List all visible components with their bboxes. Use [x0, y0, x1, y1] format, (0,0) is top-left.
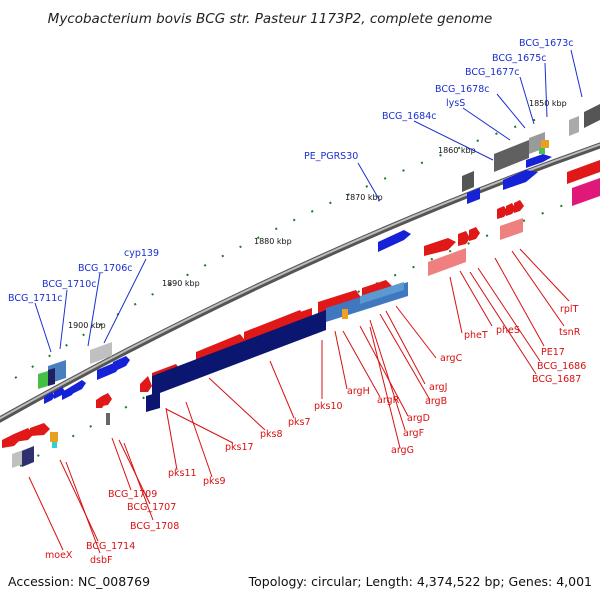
gene-block[interactable] [106, 413, 110, 425]
gene-arrow[interactable] [497, 206, 508, 219]
gene-label-BCG_1687[interactable]: BCG_1687 [532, 374, 581, 385]
gene-arrow[interactable] [506, 203, 516, 216]
gene-label-argH[interactable]: argH [347, 386, 370, 397]
gene-arrow[interactable] [378, 230, 411, 252]
gene-label-BCG_1677c[interactable]: BCG_1677c [465, 67, 520, 78]
gene-label-BCG_1707[interactable]: BCG_1707 [127, 502, 176, 513]
accession-text: Accession: NC_008769 [8, 574, 150, 589]
gene-label-pks10[interactable]: pks10 [314, 401, 343, 412]
ruler-label-1860: 1860 kbp [438, 146, 476, 155]
ruler-label-1900: 1900 kbp [68, 321, 106, 330]
gene-label-moeX[interactable]: moeX [45, 550, 73, 561]
topology-summary: Topology: circular; Length: 4,374,522 bp… [248, 574, 592, 589]
gene-label-BCG_1678c[interactable]: BCG_1678c [435, 84, 490, 95]
gene-arrow[interactable] [458, 231, 470, 246]
gene-label-argC[interactable]: argC [440, 353, 463, 364]
ruler-label-1870: 1870 kbp [345, 193, 383, 202]
outer-features [38, 104, 600, 404]
gene-block[interactable] [52, 442, 57, 448]
gene-block[interactable] [500, 218, 523, 240]
gene-label-BCG_1675c[interactable]: BCG_1675c [492, 53, 547, 64]
gene-label-pks17[interactable]: pks17 [225, 442, 254, 453]
pks-band-top[interactable] [360, 282, 404, 304]
gene-label-pheT[interactable]: pheT [464, 330, 488, 341]
gene-label-pks8[interactable]: pks8 [260, 429, 283, 440]
gene-label-pks7[interactable]: pks7 [288, 417, 311, 428]
gene-label-BCG_1714[interactable]: BCG_1714 [86, 541, 135, 552]
gene-label-argF[interactable]: argF [403, 428, 424, 439]
red-labels: rplT tsnR PE17 BCG_1686 BCG_1687 pheS ph… [45, 304, 586, 566]
gene-arrow[interactable] [72, 380, 86, 394]
gene-label-cyp139[interactable]: cyp139 [124, 248, 159, 259]
gene-block[interactable] [467, 188, 480, 204]
map-title: Mycobacterium bovis BCG str. Pasteur 117… [48, 11, 493, 27]
gene-block[interactable] [342, 309, 348, 319]
gene-block[interactable] [22, 446, 34, 467]
gene-block[interactable] [462, 171, 474, 192]
blue-leaders [34, 49, 583, 353]
gene-label-BCG_1684c[interactable]: BCG_1684c [382, 111, 437, 122]
gene-block[interactable] [494, 140, 529, 172]
gene-arrow[interactable] [113, 356, 130, 372]
gene-label-BCG_1708[interactable]: BCG_1708 [130, 521, 179, 532]
ruler-label-1850: 1850 kbp [529, 99, 567, 108]
gene-arrow[interactable] [526, 154, 552, 168]
gene-arrow[interactable] [140, 376, 152, 392]
gene-arrow[interactable] [44, 392, 55, 404]
gene-label-tsnR[interactable]: tsnR [559, 327, 581, 338]
red-leaders [28, 248, 570, 554]
gene-label-pks11[interactable]: pks11 [168, 468, 197, 479]
gene-arrow[interactable] [30, 423, 50, 436]
gene-block[interactable] [48, 368, 55, 386]
gene-label-argR[interactable]: argR [377, 395, 400, 406]
gene-block[interactable] [567, 160, 600, 184]
gene-arrow[interactable] [424, 238, 456, 256]
gene-label-BCG_1686[interactable]: BCG_1686 [537, 361, 586, 372]
blue-labels: BCG_1673c BCG_1675c BCG_1677c BCG_1678c … [8, 38, 574, 304]
gene-label-argJ[interactable]: argJ [429, 382, 447, 393]
gene-block[interactable] [541, 140, 549, 148]
gene-arrow[interactable] [14, 428, 34, 442]
gene-block[interactable] [539, 148, 545, 154]
ruler-label-1880: 1880 kbp [254, 237, 292, 246]
inner-features [2, 160, 600, 468]
gene-block[interactable] [428, 248, 466, 276]
ruler-label-1890: 1890 kbp [162, 279, 200, 288]
gene-block[interactable] [569, 116, 579, 136]
gene-block[interactable] [38, 371, 48, 389]
gene-arrow[interactable] [503, 170, 538, 190]
gene-label-argB[interactable]: argB [425, 396, 447, 407]
gene-arrow[interactable] [514, 200, 524, 213]
gene-label-PE_PGRS30[interactable]: PE_PGRS30 [304, 151, 358, 162]
gene-block[interactable] [584, 104, 600, 128]
gene-block[interactable] [572, 178, 600, 206]
gene-label-argG[interactable]: argG [391, 445, 414, 456]
gene-arrow[interactable] [54, 387, 65, 399]
gene-label-BCG_1709[interactable]: BCG_1709 [108, 489, 157, 500]
ruler: 1850 kbp 1860 kbp 1870 kbp 1880 kbp 1890… [68, 99, 567, 330]
gene-label-dsbF[interactable]: dsbF [90, 555, 112, 566]
gene-block[interactable] [50, 432, 58, 442]
gene-label-lysS[interactable]: lysS [446, 98, 465, 109]
gene-label-BCG_1710c[interactable]: BCG_1710c [42, 279, 97, 290]
gene-label-pheS[interactable]: pheS [496, 325, 520, 336]
gene-label-BCG_1711c[interactable]: BCG_1711c [8, 293, 63, 304]
gene-label-BCG_1673c[interactable]: BCG_1673c [519, 38, 574, 49]
gene-label-pks9[interactable]: pks9 [203, 476, 226, 487]
gene-arrow[interactable] [469, 227, 480, 241]
gene-arrow[interactable] [102, 393, 112, 406]
gene-label-PE17[interactable]: PE17 [541, 347, 565, 358]
gene-label-argD[interactable]: argD [407, 413, 430, 424]
gene-label-BCG_1706c[interactable]: BCG_1706c [78, 263, 133, 274]
pks-band-dark[interactable] [152, 310, 326, 396]
gene-block[interactable] [146, 392, 160, 412]
gene-block[interactable] [90, 342, 112, 364]
gene-label-rplT[interactable]: rplT [560, 304, 579, 315]
